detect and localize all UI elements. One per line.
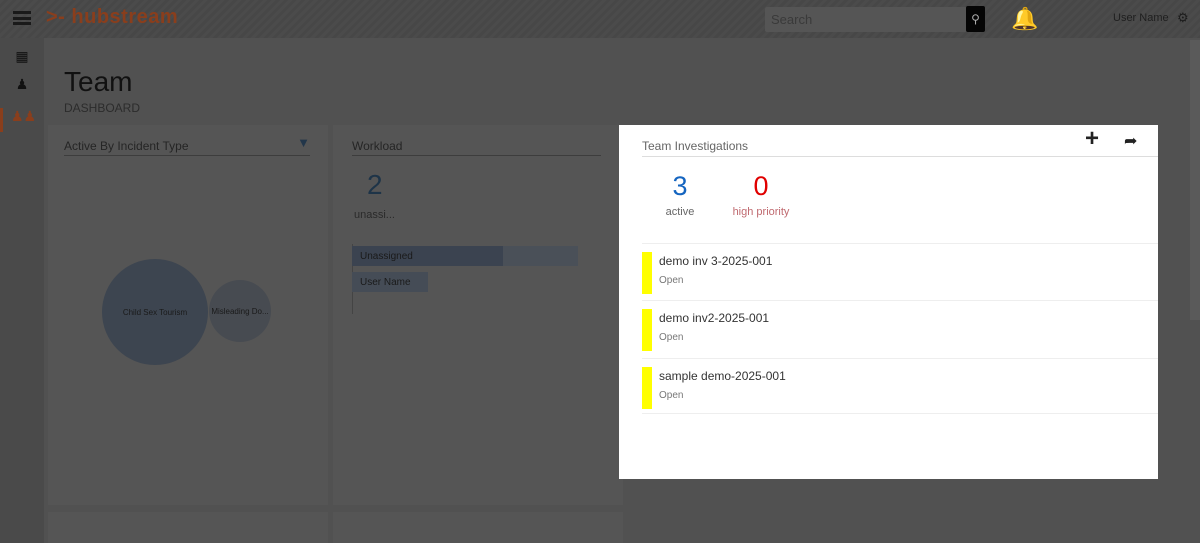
search-icon[interactable]: ⚲	[966, 6, 985, 32]
user-icon[interactable]: ♟	[15, 76, 29, 92]
item-name: demo inv2-2025-001	[659, 311, 770, 325]
bell-icon[interactable]: 🔔	[1011, 6, 1039, 31]
bar-user-name[interactable]: User Name	[352, 272, 428, 292]
active-stat[interactable]: 3 active	[663, 171, 697, 218]
bubble-child-sex-tourism[interactable]: Child Sex Tourism	[102, 259, 208, 365]
active-count: 3	[672, 171, 688, 201]
top-bar: >- hubstream Search ⚲ 🔔 User Name ⚙	[0, 0, 1200, 38]
team-investigations-modal: Team Investigations + ➦ 3 active 0 high …	[619, 125, 1158, 479]
workload-count: 2	[367, 169, 383, 200]
scrollbar[interactable]	[1190, 40, 1200, 320]
filter-icon[interactable]: ▼	[297, 135, 310, 150]
brand-name: hubstream	[71, 6, 179, 28]
page-subtitle: DASHBOARD	[64, 101, 141, 115]
search-input[interactable]: Search	[765, 7, 967, 32]
priority-count: 0	[753, 171, 769, 201]
item-status: Open	[659, 275, 684, 286]
grid-icon[interactable]: ▦	[15, 48, 29, 64]
logo-arrow-icon: >-	[46, 6, 66, 28]
incident-type-panel: Active By Incident Type ▼ Child Sex Touri…	[48, 125, 328, 505]
status-bar	[642, 309, 652, 351]
bubble-misleading[interactable]: Misleading Do...	[209, 280, 271, 342]
page-title: Team	[64, 66, 133, 97]
modal-title: Team Investigations	[642, 139, 749, 153]
priority-stat[interactable]: 0 high priority	[727, 171, 795, 218]
bar-unassigned[interactable]: Unassigned	[352, 246, 503, 266]
workload-panel: Workload 2 unassi... Unassigned User Nam…	[333, 125, 623, 505]
status-bar	[642, 252, 652, 294]
status-bar	[642, 367, 652, 409]
investigation-item[interactable]: demo inv2-2025-001 Open	[642, 300, 1158, 358]
share-icon[interactable]: ➦	[1124, 133, 1138, 150]
active-label: active	[665, 206, 695, 218]
item-name: demo inv 3-2025-001	[659, 254, 773, 268]
item-name: sample demo-2025-001	[659, 369, 786, 383]
investigation-item[interactable]: sample demo-2025-001 Open	[642, 358, 1158, 414]
brand-logo[interactable]: >- hubstream	[46, 6, 178, 29]
investigation-item[interactable]: demo inv 3-2025-001 Open	[642, 243, 1158, 301]
team-icon[interactable]: ♟♟	[0, 108, 44, 132]
user-name[interactable]: User Name	[1113, 12, 1169, 24]
gear-icon[interactable]: ⚙	[1177, 10, 1189, 25]
workload-count-label: unassi...	[354, 209, 395, 221]
bottom-panel-mid	[333, 512, 623, 543]
panel-title: Workload	[352, 139, 403, 153]
panel-title: Active By Incident Type	[64, 139, 189, 153]
menu-icon[interactable]	[13, 11, 31, 25]
bottom-panel-left	[48, 512, 328, 543]
item-status: Open	[659, 332, 684, 343]
sidebar: ▦ ♟ ♟♟	[0, 38, 44, 543]
priority-label: high priority	[732, 206, 790, 218]
bubble-label: Child Sex Tourism	[122, 307, 188, 317]
item-status: Open	[659, 390, 684, 401]
add-icon[interactable]: +	[1085, 125, 1100, 152]
bubble-label: Misleading Do...	[211, 306, 269, 316]
